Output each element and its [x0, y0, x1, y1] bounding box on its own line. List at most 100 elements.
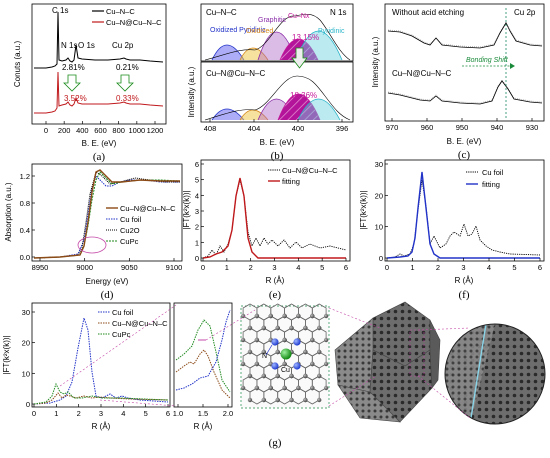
x-tick-label: 1: [54, 409, 58, 418]
cu-atom: [280, 348, 292, 360]
x-tick-label: 4: [121, 409, 125, 418]
c-atom: [317, 373, 322, 379]
c-atom: [296, 313, 301, 319]
y-tick-label: 4: [195, 191, 199, 200]
peak-oxidized-pyridinic: [211, 108, 245, 121]
c-atom: [310, 313, 315, 319]
c-atom: [282, 313, 287, 319]
y-axis-label: Intensity (a.u.): [371, 36, 380, 87]
panel-a-xps-survey: Conuts (a.u.) C 1s O 1s N 1s Cu 2p 2.81%…: [13, 3, 167, 163]
shift-arrowhead: [510, 63, 515, 69]
plot-frame-bottom: [200, 61, 354, 123]
c-atom: [254, 313, 260, 319]
connector: [99, 399, 177, 407]
panel-e-exafs-fit: |FT(k²x(k))| 0 1 2 3 4 5 6 Cu–N@Cu–N–C fitting…: [182, 159, 351, 301]
y-tick-label: 1: [195, 238, 199, 247]
series-without-etching: [387, 22, 543, 49]
x-tick-label: 2: [249, 263, 253, 272]
panel-label: (e): [269, 289, 282, 301]
x-tick-label: 960: [421, 123, 434, 132]
x-ticks: 408 404 400 396: [204, 119, 349, 133]
legend-cu-nx: Cu–Nx: [288, 13, 310, 20]
y-axis-label: Intensity (a.u.): [187, 66, 196, 117]
x-tick-label: 5: [512, 263, 516, 272]
arrow-cu: [116, 74, 134, 92]
legend-graphitic: Graphitic: [258, 17, 287, 24]
x-tick-label: 408: [204, 124, 217, 133]
c-atom: [282, 385, 287, 391]
x-tick-label: 396: [336, 124, 349, 133]
y-tick-label: 0.4: [20, 226, 30, 235]
peak-label-cu2p: Cu 2p: [112, 41, 134, 50]
plot-frame: [384, 3, 545, 122]
n-atom: [271, 338, 279, 346]
x-axis-label: B. E. (eV): [260, 138, 295, 147]
y-tick-label: 20: [22, 339, 30, 348]
c-atom: [247, 397, 253, 403]
y-tick-label: 0: [195, 254, 199, 263]
c-atom: [289, 373, 294, 379]
legend-entry: Cu–N@Cu–N–C: [120, 204, 176, 213]
c-atom: [261, 349, 266, 355]
legend-entry: Cu foil: [120, 215, 142, 224]
pre-edge-highlight: [77, 236, 107, 254]
plot-frame-top: [200, 3, 354, 62]
c-atom: [247, 373, 253, 379]
series-cu-foil: [33, 175, 180, 259]
c-atom: [310, 337, 315, 343]
x-ticks: 0 1 2 3 4 5 6: [32, 404, 170, 418]
x-tick-label: 4: [296, 263, 300, 272]
pct-top: 13.15%: [292, 33, 319, 42]
y-tick-label: 0: [26, 400, 30, 409]
y-tick-label: 10: [22, 369, 30, 378]
x-tick-label: 6: [538, 263, 542, 272]
sample-label-top: Cu–N–C: [206, 8, 237, 17]
panel-f-cu-foil-fit: |FT(k²x(k))| 0 10 20 30 Cu foil fitting 0 1 2…: [359, 159, 545, 301]
c-atom: [303, 397, 308, 403]
panel-label: (g): [269, 437, 282, 449]
x-tick-label: 1: [410, 263, 414, 272]
hexagon: [304, 387, 320, 405]
plot-frame: [200, 159, 351, 262]
panel-c-cu2p-spectra: Intensity (a.u.) Cu 2p Without acid etch…: [371, 3, 545, 161]
series-without-etching-raw: [387, 21, 543, 48]
series-cu-n-at-cu-n-c: [33, 392, 169, 405]
c-atom: [303, 373, 308, 379]
x-tick-label: 3: [272, 263, 276, 272]
panel-label: (d): [101, 289, 114, 301]
sample-label-bottom: Cu–N@Cu–N–C: [206, 69, 265, 78]
y-tick-label: 0.0: [20, 253, 30, 262]
c-atom: [275, 373, 280, 379]
legend-oxidized-pyridinic: Oxidized Pyridinic: [210, 27, 266, 34]
atom-label-cu: Cu: [281, 367, 290, 374]
x-ticks: 8950 9000 9050 9100: [32, 258, 182, 272]
n-pointer-arrow: [265, 344, 273, 356]
connector: [417, 327, 471, 331]
panel-label: (f): [459, 289, 470, 301]
c-atom: [296, 385, 301, 391]
y-tick-label: 6: [195, 160, 199, 169]
peak-label-o1s: O 1s: [78, 41, 95, 50]
atom-label-n: N: [262, 353, 267, 360]
facet: [334, 317, 374, 393]
annotation-shift: Bonding Shift: [466, 57, 509, 64]
n-atom: [271, 362, 279, 370]
c-atom: [275, 325, 280, 331]
inset-cu-foil: [175, 309, 231, 391]
y-ticks: 0.0 0.4 0.8 1.2: [20, 172, 35, 262]
x-tick-label: 0: [201, 263, 205, 272]
annotation-n-top: 2.81%: [62, 63, 85, 72]
y-axis-label: |FT(k²x(k))|: [2, 335, 11, 374]
legend-entry: Cu–N@Cu–N–C: [282, 166, 338, 175]
envelope-top: [204, 13, 351, 61]
peak-pyridinic: [297, 98, 341, 121]
panel-label: (c): [458, 149, 471, 161]
c-atom: [323, 337, 329, 343]
series-cu-foil: [33, 316, 169, 405]
series-cu-n-at-cu-n-c: [33, 169, 180, 259]
legend-entry: Cu–N@Cu–N–C: [106, 18, 162, 27]
legend-pyridinic: Pyridinic: [318, 28, 345, 35]
c-atom: [303, 325, 308, 331]
connector: [205, 309, 256, 341]
